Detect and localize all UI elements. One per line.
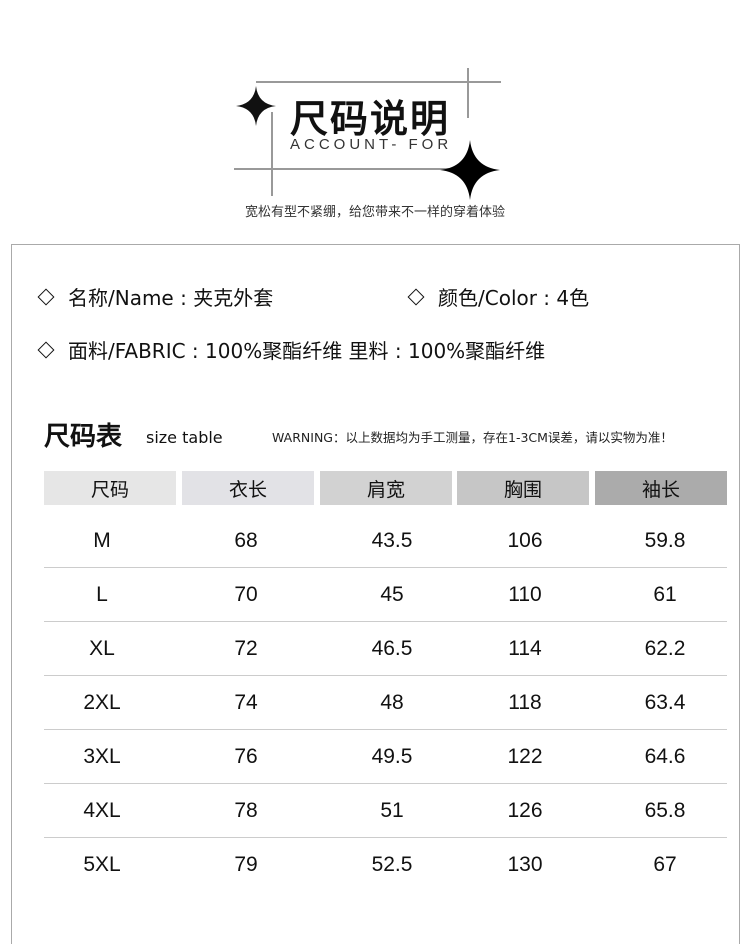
table-cell: 3XL xyxy=(83,744,121,768)
info-fabric: 面料/FABRIC : 100%聚酯纤维 里料 : 100%聚酯纤维 xyxy=(37,335,546,364)
table-row: XL 72 46.5 114 62.2 xyxy=(44,622,727,676)
deco-line xyxy=(467,68,469,118)
table-cell: 130 xyxy=(507,853,543,876)
info-color: 颜色/Color : 4色 xyxy=(407,282,590,311)
table-cell: 72 xyxy=(234,636,258,660)
table-cell: 67 xyxy=(653,853,677,876)
table-cell: M xyxy=(93,528,111,552)
name-text: 名称/Name : 夹克外套 xyxy=(68,286,274,310)
table-cell: 5XL xyxy=(83,853,121,876)
table-cell: 62.2 xyxy=(644,636,686,660)
table-cell: 118 xyxy=(508,690,542,714)
page-subtitle: ACCOUNT- FOR xyxy=(290,136,453,153)
table-cell: 63.4 xyxy=(644,690,686,714)
content-frame xyxy=(11,244,740,944)
table-row: 5XL 79 52.5 130 67 xyxy=(44,838,727,892)
table-row: M 68 43.5 106 59.8 xyxy=(44,514,727,568)
table-cell: 74 xyxy=(234,690,258,714)
info-name: 名称/Name : 夹克外套 xyxy=(37,282,274,311)
deco-line xyxy=(234,168,464,170)
table-cell: 68 xyxy=(234,528,258,552)
column-header: 尺码 xyxy=(44,471,176,505)
table-cell: 49.5 xyxy=(371,744,413,768)
table-row: 3XL 76 49.5 122 64.6 xyxy=(44,730,727,784)
page-title: 尺码说明 xyxy=(290,97,451,141)
table-cell: 114 xyxy=(508,636,542,660)
size-table-title-en: size table xyxy=(146,428,223,447)
warning-text: WARNING：以上数据均为手工测量，存在1-3CM误差，请以实物为准！ xyxy=(272,430,673,445)
table-cell: 122 xyxy=(507,744,543,768)
table-row: 2XL 74 48 118 63.4 xyxy=(44,676,727,730)
column-header: 衣长 xyxy=(182,471,314,505)
sparkle-icon xyxy=(236,86,276,126)
deco-line xyxy=(256,81,501,83)
column-header: 袖长 xyxy=(595,471,727,505)
column-header: 胸围 xyxy=(457,471,589,505)
table-cell: 48 xyxy=(380,690,404,714)
deco-line xyxy=(271,112,273,196)
diamond-icon xyxy=(37,288,55,305)
table-cell: 106 xyxy=(507,528,543,552)
table-cell: 110 xyxy=(508,582,542,606)
table-cell: 65.8 xyxy=(644,798,686,822)
table-cell: 70 xyxy=(234,582,258,606)
table-cell: 78 xyxy=(234,798,258,822)
sparkle-icon xyxy=(440,140,500,200)
tagline: 宽松有型不紧绷，给您带来不一样的穿着体验 xyxy=(244,205,505,220)
table-cell: 126 xyxy=(507,798,543,822)
table-cell: 64.6 xyxy=(644,744,686,768)
table-cell: 43.5 xyxy=(371,528,413,552)
table-cell: 61 xyxy=(653,582,677,606)
table-row: 4XL 78 51 126 65.8 xyxy=(44,784,727,838)
diamond-icon xyxy=(407,288,425,305)
table-cell: 4XL xyxy=(83,798,121,822)
table-cell: 45 xyxy=(380,582,404,606)
table-cell: 59.8 xyxy=(644,528,686,552)
table-cell: 79 xyxy=(234,853,258,876)
table-cell: 46.5 xyxy=(371,636,413,660)
table-row: L 70 45 110 61 xyxy=(44,568,727,622)
table-cell: 52.5 xyxy=(371,853,413,876)
table-cell: 2XL xyxy=(83,690,121,714)
table-cell: XL xyxy=(89,636,115,660)
table-cell: L xyxy=(96,582,108,606)
table-cell: 51 xyxy=(380,798,404,822)
table-cell: 76 xyxy=(234,744,258,768)
color-text: 颜色/Color : 4色 xyxy=(438,286,590,310)
column-header: 肩宽 xyxy=(320,471,452,505)
diamond-icon xyxy=(37,341,55,358)
fabric-text: 面料/FABRIC : 100%聚酯纤维 里料 : 100%聚酯纤维 xyxy=(68,339,546,363)
size-table-title: 尺码表 xyxy=(44,422,123,452)
